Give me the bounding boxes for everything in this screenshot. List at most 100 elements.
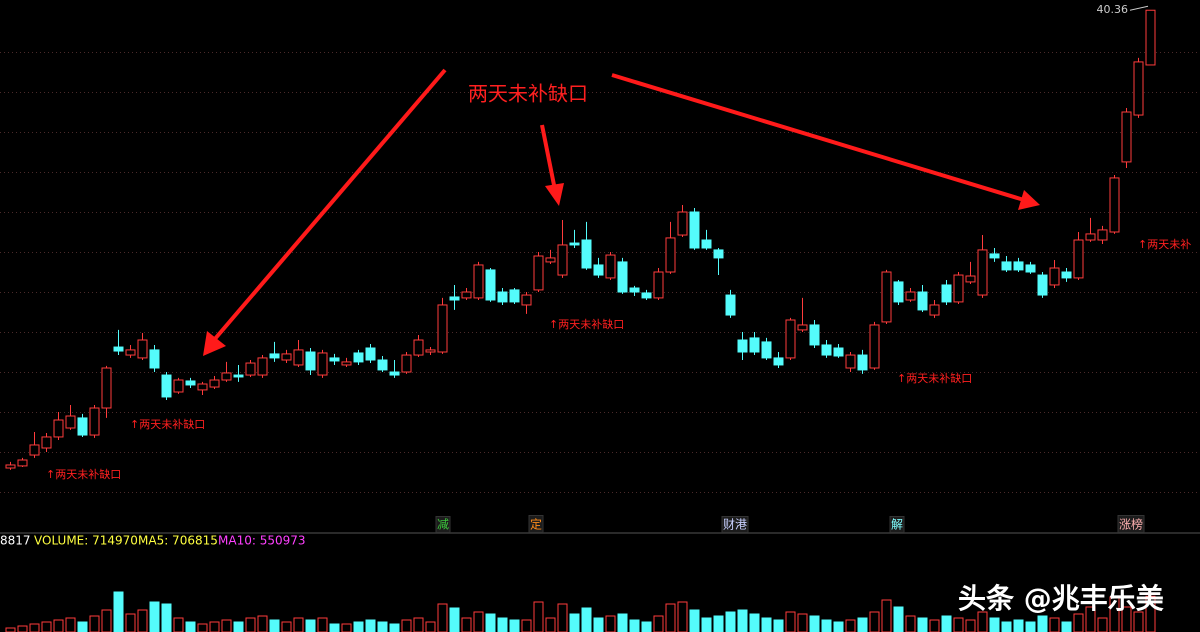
candle-body: [353, 352, 364, 363]
candle-body: [1061, 271, 1072, 279]
watermark: 头条 @兆丰乐美: [958, 582, 1164, 615]
candle-body: [677, 211, 688, 236]
volume-bar: [617, 613, 628, 632]
volume-bar: [569, 613, 580, 632]
volume-bar: [5, 627, 16, 632]
volume-bar: [689, 609, 700, 632]
annotation: 两天未补缺口: [468, 82, 588, 106]
candle-body: [401, 354, 412, 373]
candle-body: [1001, 261, 1012, 271]
candle-body: [497, 291, 508, 303]
candle-body: [761, 341, 772, 359]
volume-bar: [545, 617, 556, 632]
volume-bar: [1085, 606, 1096, 632]
volume-bar: [821, 619, 832, 632]
legend-ma5: MA5: 706815: [138, 534, 218, 548]
candle-body: [185, 380, 196, 386]
volume-bar: [665, 603, 676, 632]
volume-bar: [869, 611, 880, 632]
volume-bar: [317, 617, 328, 632]
volume-bar: [473, 611, 484, 632]
candle-body: [881, 271, 892, 323]
arrows: [203, 68, 1040, 356]
volume-bar: [485, 613, 496, 632]
candle-body: [65, 415, 76, 429]
event-marker: 财港: [723, 518, 747, 532]
candle-body: [53, 419, 64, 438]
candle-body: [593, 264, 604, 276]
candle-body: [929, 304, 940, 316]
volume-bar: [953, 617, 964, 632]
candle-body: [41, 436, 52, 449]
volume-bar: [281, 621, 292, 632]
volume-bar: [173, 617, 184, 632]
candle-body: [965, 275, 976, 283]
candle-body: [389, 371, 400, 376]
grid: [0, 52, 1200, 493]
volume-bar: [113, 591, 124, 632]
candle-body: [245, 362, 256, 376]
candle-body: [1037, 274, 1048, 296]
volume-bar: [425, 621, 436, 632]
volume-bar: [413, 617, 424, 632]
candle-body: [341, 361, 352, 366]
candle-body: [977, 249, 988, 296]
candle-body: [773, 357, 784, 366]
event-marker: 定: [530, 517, 542, 532]
candle-body: [1073, 239, 1084, 279]
candle-body: [329, 357, 340, 362]
volume-bar: [245, 617, 256, 632]
volume-bar: [941, 615, 952, 632]
volume-bar: [725, 611, 736, 632]
volume-bar: [881, 599, 892, 632]
volume-bar: [209, 621, 220, 632]
volume-bar: [701, 617, 712, 632]
volume-bar: [593, 617, 604, 632]
volume-bar: [449, 607, 460, 632]
candle-body: [485, 269, 496, 301]
volume-bars: [5, 591, 1156, 632]
candle-body: [821, 344, 832, 356]
volume-bar: [833, 621, 844, 632]
volume-bar: [1049, 617, 1060, 632]
candle-body: [521, 294, 532, 306]
candle-body: [749, 337, 760, 353]
volume-bar: [929, 619, 940, 632]
candle-body: [461, 291, 472, 299]
volume-bar: [161, 603, 172, 632]
candle-body: [1145, 9, 1156, 66]
event-box: [889, 516, 905, 533]
candle-body: [689, 211, 700, 249]
candle-body: [209, 379, 220, 388]
volume-bar: [749, 613, 760, 632]
volume-bar: [809, 615, 820, 632]
volume-bar: [221, 619, 232, 632]
candle-body: [725, 294, 736, 316]
candle-body: [233, 374, 244, 378]
volume-bar: [53, 619, 64, 632]
volume-bar: [1073, 613, 1084, 632]
candle-body: [893, 281, 904, 303]
volume-bar: [1097, 617, 1108, 632]
volume-bar: [353, 621, 364, 632]
volume-bar: [269, 619, 280, 632]
candle-body: [737, 339, 748, 353]
volume-bar: [77, 621, 88, 632]
volume-bar: [737, 609, 748, 632]
candle-body: [941, 284, 952, 303]
volume-bar: [293, 617, 304, 632]
volume-bar: [857, 617, 868, 632]
candle-body: [713, 249, 724, 259]
volume-bar: [497, 617, 508, 632]
candle-body: [89, 407, 100, 436]
candle-body: [137, 339, 148, 359]
volume-bar: [653, 615, 664, 632]
candle-body: [173, 379, 184, 393]
volume-bar: [125, 613, 136, 632]
volume-bar: [677, 601, 688, 632]
volume-bar: [149, 601, 160, 632]
candle-body: [845, 354, 856, 369]
volume-bar: [437, 603, 448, 632]
volume-bar: [521, 619, 532, 632]
